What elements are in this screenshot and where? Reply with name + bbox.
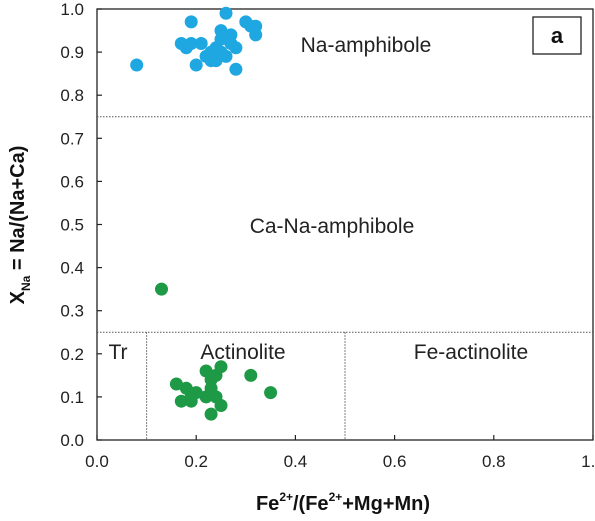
y-tick-label: 0.5 xyxy=(60,216,84,235)
data-point-series-1 xyxy=(264,386,278,400)
y-tick-label: 0.7 xyxy=(60,129,84,148)
label-na-amphibole: Na-amphibole xyxy=(301,34,432,57)
x-tick-label: 0.0 xyxy=(85,452,109,471)
data-point-series-1 xyxy=(204,407,218,421)
data-point-series-0 xyxy=(130,58,144,72)
x-axis-ticks: 0.0 0.2 0.4 0.6 0.8 1.0 xyxy=(85,435,595,471)
data-point-series-0 xyxy=(184,15,198,29)
label-ca-na-amphibole: Ca-Na-amphibole xyxy=(250,215,415,238)
y-tick-label: 0.1 xyxy=(60,388,84,407)
data-point-series-1 xyxy=(214,399,228,412)
data-point-series-0 xyxy=(249,28,263,42)
data-point-series-0 xyxy=(194,37,208,50)
data-point-series-0 xyxy=(219,6,233,20)
y-axis-title: XNa = Na/(Na+Ca) xyxy=(7,146,33,305)
data-point-series-1 xyxy=(155,282,168,296)
data-point-series-1 xyxy=(244,368,258,382)
data-point-series-1 xyxy=(174,394,188,408)
data-point-series-0 xyxy=(189,58,203,72)
data-point-series-0 xyxy=(219,49,233,63)
data-point-series-0 xyxy=(214,32,228,46)
y-tick-label: 0.6 xyxy=(60,172,84,191)
y-tick-label: 0.3 xyxy=(60,302,84,321)
label-fe-actinolite: Fe-actinolite xyxy=(414,341,528,364)
panel-label-box xyxy=(532,16,582,55)
x-tick-label: 0.6 xyxy=(383,452,407,471)
y-tick-label: 1.0 xyxy=(60,0,84,19)
label-actinolite: Actinolite xyxy=(200,341,285,364)
data-points xyxy=(130,6,278,421)
data-point-series-0 xyxy=(229,62,243,76)
data-point-series-0 xyxy=(184,37,198,50)
x-tick-label: 0.2 xyxy=(184,452,208,471)
y-tick-label: 0.8 xyxy=(60,86,84,105)
region-boundaries xyxy=(97,116,593,440)
y-tick-label: 0.9 xyxy=(60,43,84,62)
data-point-series-1 xyxy=(189,386,203,400)
data-point-series-1 xyxy=(169,377,183,391)
x-tick-label: 0.8 xyxy=(482,452,506,471)
y-tick-label: 0.4 xyxy=(60,259,84,278)
label-tremolite: Tr xyxy=(108,341,127,364)
y-tick-label: 0.0 xyxy=(60,431,84,450)
y-tick-label: 0.2 xyxy=(60,345,84,364)
x-tick-label: 0.4 xyxy=(284,452,308,471)
y-axis-ticks: 0.0 0.1 0.2 0.3 0.4 0.5 0.6 0.7 0.8 0.9 1.0 xyxy=(60,0,102,450)
x-axis-title: Fe2+/(Fe2++Mg+Mn) xyxy=(256,490,430,515)
data-point-series-0 xyxy=(229,41,243,55)
panel-label: a xyxy=(551,23,564,48)
x-tick-label: 1.0 xyxy=(581,452,595,471)
data-point-series-1 xyxy=(214,360,228,374)
